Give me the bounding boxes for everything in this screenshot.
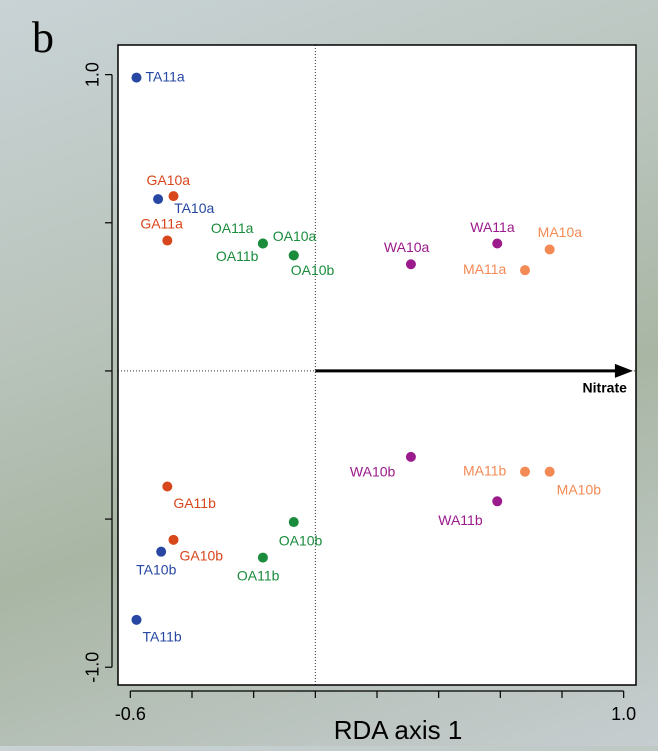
point	[258, 239, 268, 249]
point-label: MA11a	[463, 261, 507, 277]
point	[162, 481, 172, 491]
page: {"chart_data": {"type": "scatter", "pane…	[0, 0, 658, 746]
point	[169, 535, 179, 545]
point-label: OA11b	[216, 248, 259, 264]
point-label: OA11a	[211, 220, 254, 236]
point	[406, 259, 416, 269]
point-label: MA10a	[538, 224, 583, 240]
point-label: WA10a	[384, 239, 430, 255]
point-label: TA11a	[146, 68, 185, 84]
point-label: GA11a	[140, 215, 183, 231]
point	[132, 73, 142, 83]
point	[545, 244, 555, 254]
point	[520, 265, 530, 275]
point-label: TA11b	[143, 629, 182, 645]
point-label: MA10b	[557, 481, 602, 497]
point	[520, 467, 530, 477]
point	[162, 236, 172, 246]
point-label: GA10b	[180, 548, 224, 564]
chart: b RDA axis 1 -0.6 1.0 -1.0 1.0 Nitrate TA11a T…	[0, 0, 658, 746]
y-tick-label: -1.0	[83, 652, 103, 683]
x-tick-label: -0.6	[115, 704, 146, 724]
point	[258, 553, 268, 563]
point-label: WA10b	[350, 464, 396, 480]
plot-area	[118, 45, 636, 685]
point	[132, 615, 142, 625]
x-axis-label: RDA axis 1	[334, 715, 463, 745]
point-label: TA10b	[136, 561, 176, 577]
point	[156, 547, 166, 557]
point	[492, 496, 502, 506]
point-label: TA10a	[174, 200, 214, 216]
x-tick-label: 1.0	[611, 704, 636, 724]
point	[169, 191, 179, 201]
point-label: WA11a	[470, 219, 515, 235]
point-label: GA11b	[173, 495, 216, 511]
point-label: OA10a	[273, 228, 317, 244]
point	[289, 517, 299, 527]
arrow-label: Nitrate	[583, 380, 628, 396]
point	[289, 250, 299, 260]
y-tick-label: 1.0	[83, 62, 103, 87]
point	[492, 239, 502, 249]
point	[545, 467, 555, 477]
point-label: GA10a	[147, 172, 191, 188]
point-label: OA10b	[291, 262, 335, 278]
point-label: OA11b	[237, 567, 280, 583]
point	[406, 452, 416, 462]
panel-letter: b	[32, 13, 54, 62]
point	[153, 194, 163, 204]
point-label: OA10b	[279, 533, 323, 549]
point-label: WA11b	[438, 512, 483, 528]
point-label: MA11b	[463, 462, 507, 478]
